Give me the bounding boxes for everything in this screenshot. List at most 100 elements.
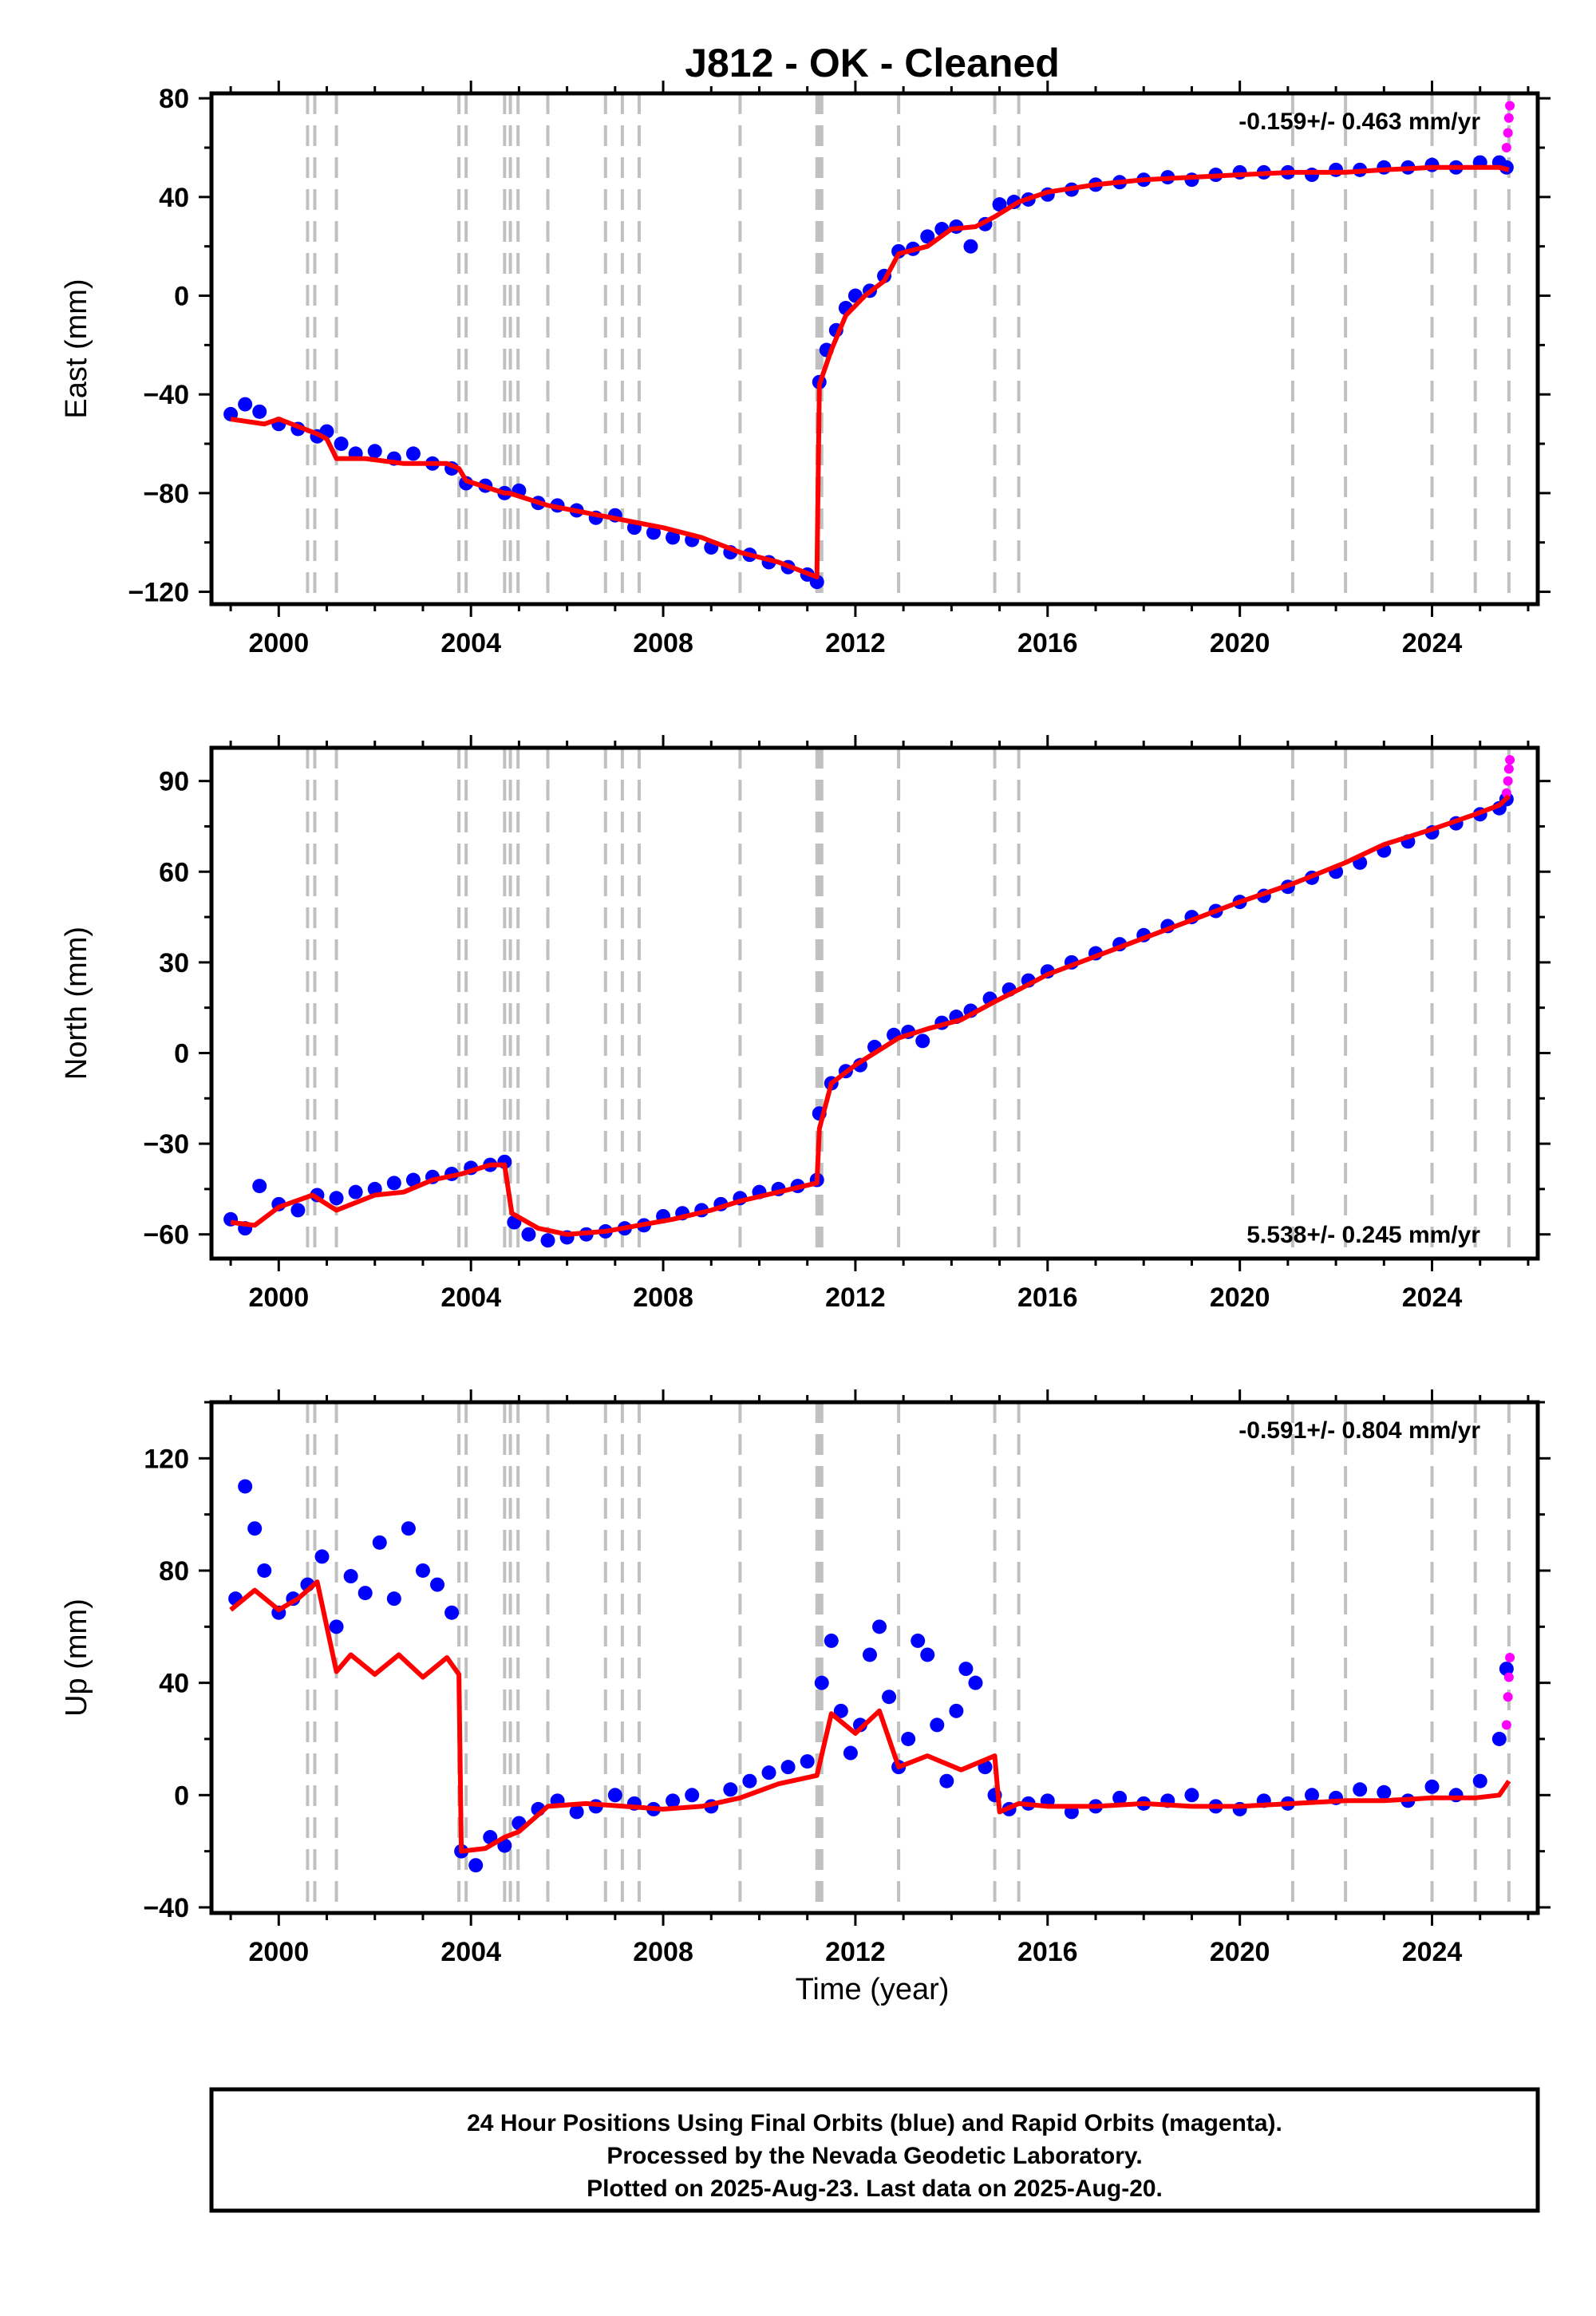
rapid-orbit-point xyxy=(1501,143,1511,153)
final-orbit-point xyxy=(238,397,253,412)
final-orbit-point xyxy=(1304,1788,1319,1803)
rapid-orbit-point xyxy=(1505,755,1515,765)
x-tick-label: 2012 xyxy=(825,628,886,658)
y-tick-label: 0 xyxy=(174,282,189,312)
final-orbit-point xyxy=(1112,1790,1128,1805)
final-orbit-point xyxy=(1424,1779,1440,1794)
rapid-orbit-point xyxy=(1501,1720,1511,1730)
plot-area xyxy=(223,93,1515,604)
final-orbit-point xyxy=(1329,162,1344,177)
rapid-orbit-point xyxy=(1503,764,1514,774)
final-orbit-point xyxy=(1377,1784,1392,1800)
rapid-orbit-point xyxy=(1503,1672,1514,1682)
caption-line-3: Plotted on 2025-Aug-23. Last data on 202… xyxy=(587,2176,1163,2202)
final-orbit-point xyxy=(939,1773,954,1788)
y-tick-label: −40 xyxy=(143,380,189,410)
y-tick-label: −60 xyxy=(143,1220,189,1251)
final-orbit-point xyxy=(348,1184,363,1199)
y-tick-label: 80 xyxy=(159,1556,189,1587)
x-tick-label: 2020 xyxy=(1210,628,1270,658)
rapid-orbit-point xyxy=(1503,776,1513,786)
y-tick-label: 40 xyxy=(159,183,189,213)
final-orbit-point xyxy=(1304,168,1319,183)
final-orbit-point xyxy=(968,1675,983,1690)
model-fit-line xyxy=(230,164,1510,579)
y-axis-label: East (mm) xyxy=(60,279,93,418)
x-tick-label: 2008 xyxy=(633,1937,693,1967)
x-tick-label: 2016 xyxy=(1017,628,1078,658)
y-tick-label: −30 xyxy=(143,1129,189,1160)
x-tick-label: 2012 xyxy=(825,1282,886,1313)
final-orbit-point xyxy=(761,1765,776,1780)
caption-line-1: 24 Hour Positions Using Final Orbits (bl… xyxy=(467,2110,1282,2136)
final-orbit-point xyxy=(405,446,421,461)
final-orbit-point xyxy=(958,1662,974,1677)
x-tick-label: 2004 xyxy=(440,1282,501,1313)
x-tick-label: 2000 xyxy=(248,1937,309,1967)
y-tick-label: 120 xyxy=(144,1444,189,1474)
rapid-orbit-point xyxy=(1501,788,1511,798)
y-axis-label: North (mm) xyxy=(60,927,93,1080)
final-orbit-point xyxy=(780,1760,796,1775)
final-orbit-point xyxy=(901,1731,916,1746)
final-orbit-point xyxy=(415,1563,430,1578)
y-tick-label: −120 xyxy=(128,578,189,608)
final-orbit-point xyxy=(468,1858,484,1873)
final-orbit-point xyxy=(843,1745,858,1761)
x-tick-label: 2004 xyxy=(440,628,501,658)
rapid-orbit-point xyxy=(1505,1653,1515,1662)
final-orbit-point xyxy=(824,1633,839,1648)
final-orbit-point xyxy=(872,1619,887,1634)
x-tick-label: 2020 xyxy=(1210,1937,1270,1967)
final-orbit-point xyxy=(386,1176,401,1191)
x-tick-label: 2020 xyxy=(1210,1282,1270,1313)
east-panel: 2000 2004 2008 2012 2016 2020 2024 −120 −80 −40 0 4… xyxy=(60,81,1551,658)
final-orbit-point xyxy=(358,1586,373,1601)
final-orbit-point xyxy=(911,1633,926,1648)
final-orbit-point xyxy=(334,437,349,452)
rapid-orbit-point xyxy=(1503,1692,1513,1702)
plot-frame xyxy=(209,745,1540,1261)
final-orbit-point xyxy=(430,1577,445,1592)
x-axis-label: Time (year) xyxy=(796,1973,950,2006)
final-orbit-point xyxy=(920,1647,935,1662)
velocity-annotation: -0.591+/- 0.804 mm/yr xyxy=(1238,1417,1480,1444)
x-tick-label: 2000 xyxy=(248,628,309,658)
x-tick-label: 2004 xyxy=(440,1937,501,1967)
final-orbit-point xyxy=(386,1591,401,1607)
final-orbit-point xyxy=(401,1521,416,1536)
x-tick-label: 2008 xyxy=(633,1282,693,1313)
y-tick-label: −40 xyxy=(143,1893,189,1923)
velocity-annotation: 5.538+/- 0.245 mm/yr xyxy=(1246,1222,1480,1248)
final-orbit-point xyxy=(809,575,824,590)
final-orbit-point xyxy=(920,229,935,244)
figure-title: J812 - OK - Cleaned xyxy=(685,41,1060,85)
final-orbit-point xyxy=(1353,1782,1368,1797)
x-tick-label: 2000 xyxy=(248,1282,309,1313)
final-orbit-point xyxy=(521,1227,536,1242)
final-orbit-point xyxy=(314,1549,330,1564)
rapid-orbit-point xyxy=(1503,113,1514,123)
plot-frame xyxy=(209,91,1540,607)
final-orbit-point xyxy=(915,1034,930,1049)
final-orbit-point xyxy=(930,1717,945,1733)
y-tick-label: 0 xyxy=(174,1038,189,1069)
final-orbit-point xyxy=(257,1563,272,1578)
x-tick-label: 2012 xyxy=(825,1937,886,1967)
final-orbit-point xyxy=(723,1782,738,1797)
final-orbit-point xyxy=(882,1690,897,1705)
rapid-orbit-point xyxy=(1503,128,1513,138)
x-tick-label: 2024 xyxy=(1402,1282,1463,1313)
final-orbit-point xyxy=(540,1233,555,1248)
final-orbit-point xyxy=(247,1521,263,1536)
final-orbit-point xyxy=(1491,1731,1507,1746)
y-tick-label: −80 xyxy=(143,479,189,509)
final-orbit-point xyxy=(372,1535,387,1550)
x-tick-label: 2016 xyxy=(1017,1282,1078,1313)
final-orbit-point xyxy=(862,1647,877,1662)
final-orbit-point xyxy=(607,1788,622,1803)
plot-frame xyxy=(209,1400,1540,1915)
final-orbit-point xyxy=(252,404,267,419)
final-orbit-point xyxy=(666,1793,681,1808)
final-orbit-point xyxy=(800,1754,815,1769)
